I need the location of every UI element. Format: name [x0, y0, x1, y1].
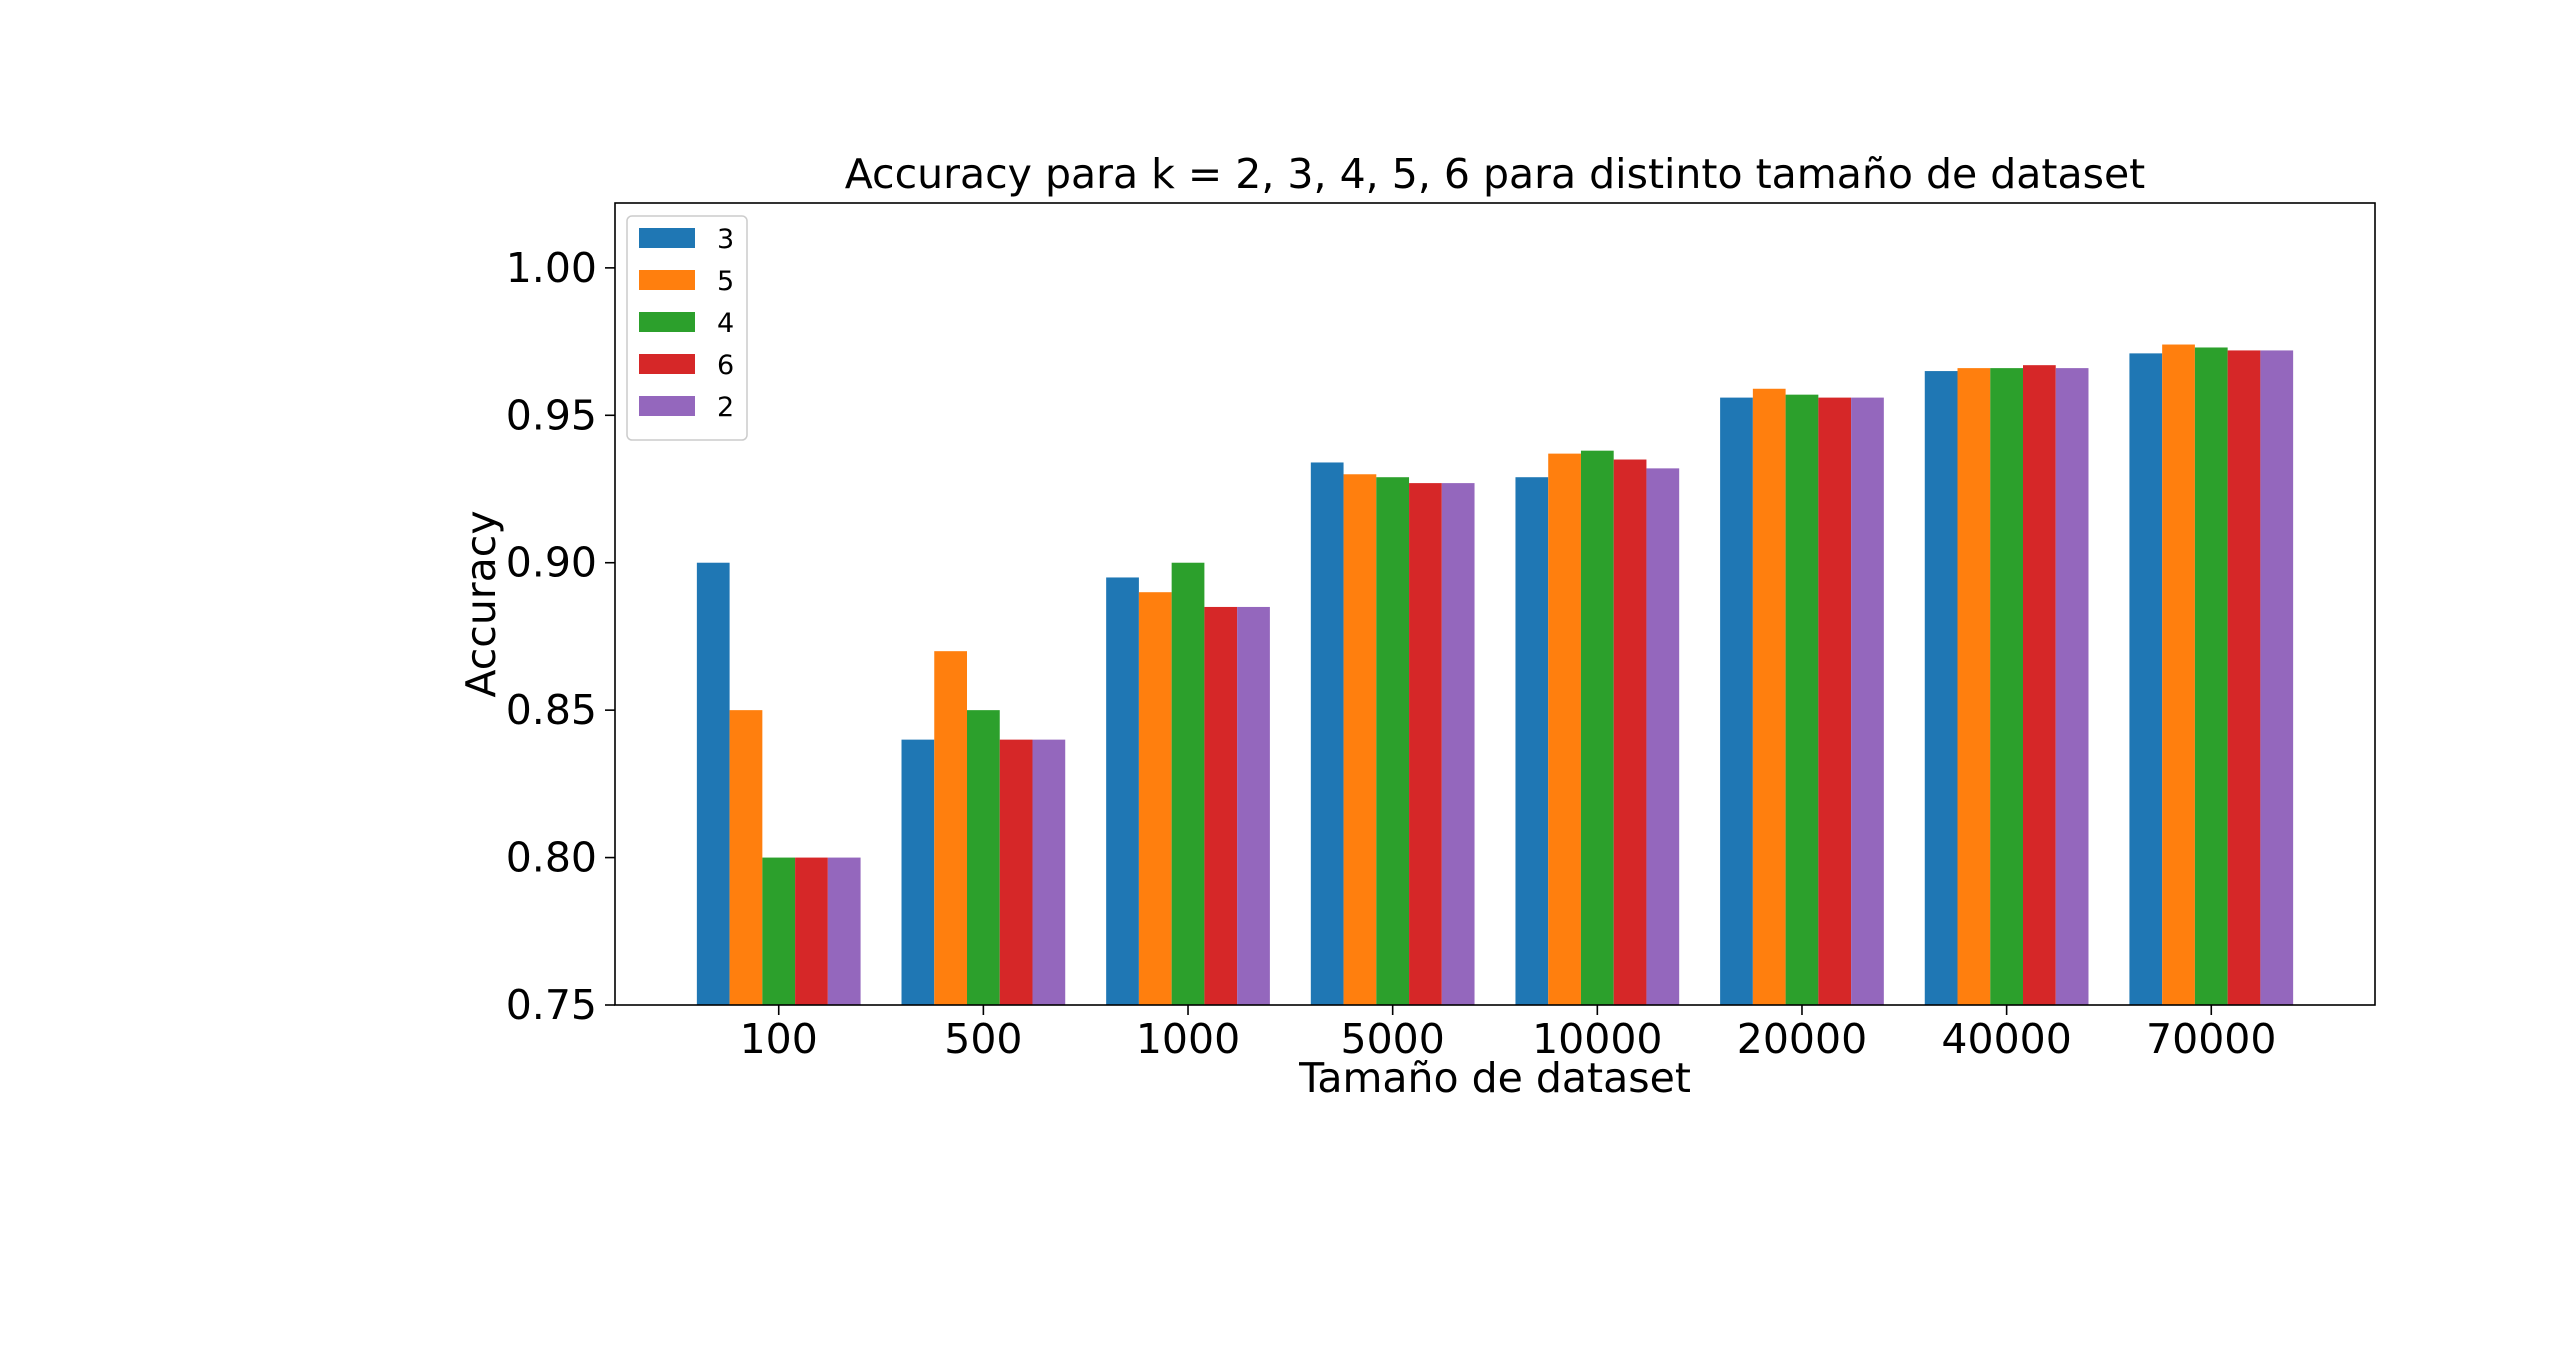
y-tick-label: 1.00 [506, 244, 597, 292]
bar-k3-100 [696, 562, 730, 1005]
legend-swatch-k2 [639, 396, 695, 416]
bar-k5-500 [934, 651, 967, 1005]
bar-k4-100 [762, 857, 796, 1005]
bar-k3-10000 [1515, 477, 1549, 1005]
bar-k6-500 [999, 739, 1033, 1005]
x-tick-label: 100 [740, 1015, 818, 1063]
bar-k3-20000 [1720, 397, 1753, 1006]
legend-swatch-k5 [639, 270, 695, 290]
legend-label-k3: 3 [717, 224, 734, 255]
bar-k4-5000 [1376, 477, 1410, 1005]
y-tick-label: 0.90 [506, 539, 597, 587]
bar-k2-100 [827, 857, 861, 1005]
bars-layer [696, 344, 2294, 1006]
bar-k6-10000 [1613, 459, 1647, 1005]
legend-swatch-k6 [639, 354, 695, 374]
x-tick-label: 1000 [1136, 1015, 1240, 1063]
x-tick-label: 40000 [1941, 1015, 2071, 1063]
bar-k2-10000 [1646, 468, 1680, 1005]
x-tick-label: 5000 [1341, 1015, 1445, 1063]
bar-k5-10000 [1548, 453, 1581, 1005]
bar-k2-5000 [1441, 483, 1475, 1005]
bar-k5-100 [729, 710, 763, 1005]
bar-k6-100 [795, 857, 828, 1005]
x-tick-label: 500 [944, 1015, 1022, 1063]
y-tick-label: 0.85 [506, 686, 597, 734]
bar-k5-70000 [2162, 344, 2195, 1005]
bar-k2-500 [1032, 739, 1066, 1005]
chart-title: Accuracy para k = 2, 3, 4, 5, 6 para dis… [845, 150, 2146, 198]
bar-k3-500 [901, 739, 935, 1005]
bar-k5-5000 [1343, 474, 1377, 1005]
bar-k6-20000 [1818, 397, 1852, 1006]
bar-k3-5000 [1310, 462, 1344, 1005]
x-tick-label: 70000 [2146, 1015, 2276, 1063]
bar-k4-10000 [1580, 450, 1614, 1005]
bar-k3-1000 [1106, 577, 1139, 1005]
bar-k3-70000 [2129, 353, 2163, 1005]
bar-k2-70000 [2260, 350, 2294, 1005]
bar-k6-1000 [1204, 606, 1238, 1005]
bar-k5-20000 [1752, 388, 1786, 1006]
bar-k2-20000 [1851, 397, 1884, 1006]
bar-k2-40000 [2055, 368, 2089, 1005]
bar-k4-20000 [1785, 394, 1819, 1005]
y-axis-label: Accuracy [457, 510, 505, 697]
legend-label-k5: 5 [717, 266, 734, 297]
bar-k4-500 [967, 710, 1000, 1005]
x-axis-label: Tamaño de dataset [1298, 1054, 1691, 1102]
legend-label-k6: 6 [717, 350, 734, 381]
bar-k4-1000 [1171, 562, 1205, 1005]
y-tick-label: 0.95 [506, 391, 597, 439]
bar-k6-40000 [2023, 365, 2056, 1005]
bar-k6-5000 [1409, 483, 1442, 1005]
bar-k5-1000 [1138, 592, 1172, 1005]
y-tick-label: 0.75 [506, 981, 597, 1029]
bar-k4-40000 [1990, 368, 2023, 1005]
x-tick-label: 10000 [1532, 1015, 1662, 1063]
bar-k2-1000 [1237, 606, 1270, 1005]
bar-k3-40000 [1924, 371, 1958, 1005]
y-tick-label: 0.80 [506, 834, 597, 882]
legend-swatch-k3 [639, 228, 695, 248]
bar-k6-70000 [2227, 350, 2261, 1005]
plot-area-frame [614, 202, 2376, 1006]
bar-k4-70000 [2194, 347, 2228, 1006]
legend-label-k2: 2 [717, 392, 734, 423]
bar-k5-40000 [1957, 368, 1991, 1005]
legend-label-k4: 4 [717, 308, 734, 339]
legend-swatch-k4 [639, 312, 695, 332]
x-tick-label: 20000 [1737, 1015, 1867, 1063]
ticks-layer: 100 500 1000 5000 10000 20000 40000 70000 0.75 0.… [506, 244, 2277, 1063]
legend: 3 5 4 6 2 [626, 215, 748, 441]
